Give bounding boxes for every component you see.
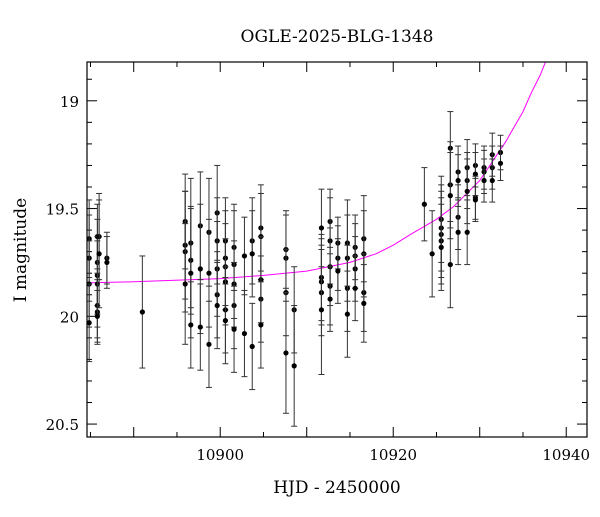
data-point	[455, 177, 461, 184]
y-tick-label: 19	[60, 93, 79, 111]
data-point	[182, 281, 188, 287]
data-point	[464, 229, 470, 235]
data-point	[438, 244, 444, 250]
data-point	[361, 300, 367, 306]
data-point	[489, 177, 495, 184]
data-point	[206, 341, 212, 347]
data-point	[283, 350, 289, 356]
data-point	[188, 270, 194, 276]
data-point	[249, 343, 255, 350]
y-tick-label: 20	[60, 308, 79, 326]
data-point	[241, 330, 248, 337]
x-tick-label: 10920	[369, 446, 417, 464]
data-point	[104, 259, 110, 266]
data-point	[197, 266, 203, 272]
y-tick-label: 20.5	[46, 416, 79, 434]
data-point	[222, 318, 229, 324]
data-point	[249, 251, 255, 257]
data-point	[94, 313, 100, 319]
data-point	[241, 253, 248, 259]
data-point	[472, 197, 479, 203]
y-axis-label: I magnitude	[11, 198, 31, 302]
data-points	[87, 111, 504, 427]
axis-ticks: 10900 10920 10940 19 19.5 20 20.5	[46, 62, 590, 464]
data-point	[447, 193, 453, 199]
data-point	[447, 261, 453, 268]
data-point	[481, 177, 487, 184]
model-curve	[87, 62, 546, 284]
data-point	[214, 302, 220, 309]
data-point	[318, 307, 325, 313]
x-tick-label: 10900	[196, 446, 244, 464]
data-point	[96, 251, 102, 257]
data-point	[327, 296, 333, 302]
data-point	[429, 251, 435, 257]
data-point	[206, 270, 212, 276]
data-point	[421, 201, 427, 207]
data-point	[258, 322, 264, 328]
data-point	[352, 285, 358, 291]
data-point	[318, 225, 325, 231]
data-point	[231, 326, 237, 332]
data-point	[291, 363, 297, 369]
data-point	[335, 268, 341, 274]
plot-frame	[86, 61, 588, 438]
data-point	[188, 322, 194, 328]
data-point	[455, 229, 461, 235]
x-axis-label: HJD - 2450000	[273, 478, 401, 498]
data-point	[87, 320, 92, 326]
data-point	[139, 309, 145, 315]
chart-title: OGLE-2025-BLG-1348	[241, 27, 434, 47]
x-tick-label: 10940	[542, 446, 590, 464]
data-point	[497, 160, 504, 166]
y-tick-label: 19.5	[46, 201, 79, 219]
data-point	[472, 171, 479, 177]
data-point	[197, 324, 203, 330]
data-point	[464, 188, 470, 194]
data-point	[344, 311, 350, 317]
